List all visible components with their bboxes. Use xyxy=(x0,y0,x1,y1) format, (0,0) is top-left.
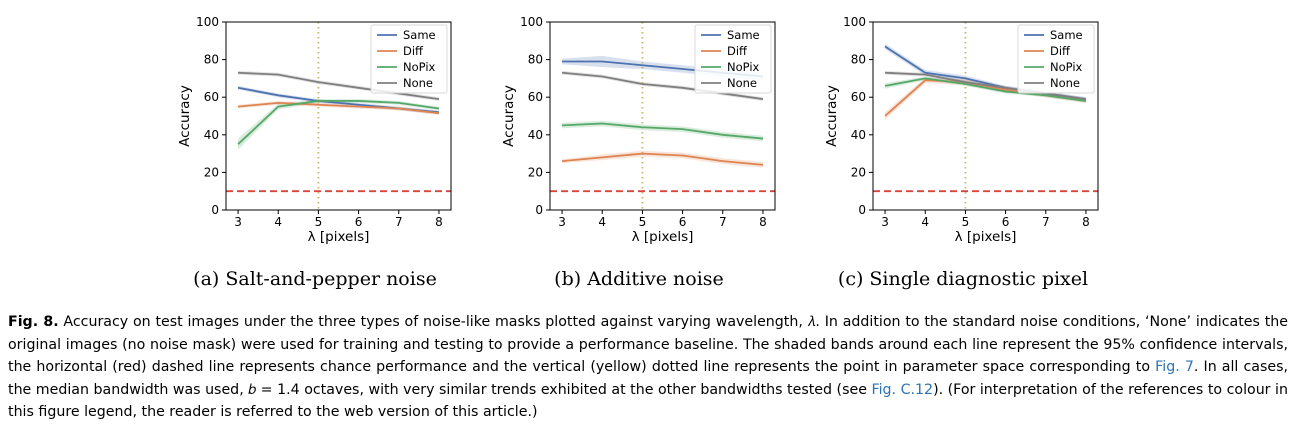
ci-band-nopix xyxy=(238,99,439,150)
x-tick-label: 3 xyxy=(558,215,566,229)
x-axis-label: λ [pixels] xyxy=(955,229,1017,245)
ci-band-nopix xyxy=(562,120,763,142)
subcaption-a: (a) Salt-and-pepper noise xyxy=(193,268,437,290)
appendix-figure-ref-link[interactable]: Fig. C.12 xyxy=(871,381,934,398)
x-tick-label: 6 xyxy=(679,215,687,229)
series-line-none xyxy=(885,71,1087,100)
y-tick-label: 80 xyxy=(528,53,543,67)
legend-label-same: Same xyxy=(403,28,436,42)
y-tick-label: 100 xyxy=(843,15,866,29)
y-tick-label: 40 xyxy=(851,128,866,142)
x-tick-label: 4 xyxy=(274,215,282,229)
legend-box xyxy=(694,24,772,94)
legend-label-diff: Diff xyxy=(403,44,424,58)
series-line-nopix xyxy=(562,122,764,140)
y-tick-label: 60 xyxy=(204,90,219,104)
plot-frame xyxy=(225,21,452,211)
x-tick-label: 7 xyxy=(719,215,727,229)
y-tick-label: 100 xyxy=(196,15,219,29)
x-tick-label: 8 xyxy=(1082,215,1090,229)
ci-band-diff xyxy=(562,150,763,168)
legend-label-same: Same xyxy=(727,28,760,42)
x-tick-label: 8 xyxy=(759,215,767,229)
caption-text-2: . In all cases, the median bandwidth was… xyxy=(8,359,1289,398)
legend-label-diff: Diff xyxy=(727,44,748,58)
y-tick-label: 60 xyxy=(528,90,543,104)
y-tick-label: 80 xyxy=(204,53,219,67)
legend-label-same: Same xyxy=(1050,28,1083,42)
x-tick-label: 4 xyxy=(598,215,606,229)
series-line-none xyxy=(238,71,440,100)
x-tick-label: 6 xyxy=(355,215,363,229)
series-line-nopix xyxy=(237,100,440,145)
figure-ref-link[interactable]: Fig. 7 xyxy=(1155,359,1194,375)
legend-label-none: None xyxy=(1050,76,1080,90)
figure-label: Fig. 8. xyxy=(8,314,59,330)
y-tick-label: 100 xyxy=(520,15,543,29)
x-tick-label: 7 xyxy=(1042,215,1050,229)
series-line-diff xyxy=(237,101,440,115)
y-axis-label: Accuracy xyxy=(177,85,193,147)
y-tick-label: 20 xyxy=(851,165,866,179)
y-tick-label: 0 xyxy=(211,203,219,217)
legend-label-nopix: NoPix xyxy=(1050,60,1083,74)
series-line-none xyxy=(561,71,764,100)
caption-text-3: ). (For interpretation of the references… xyxy=(8,381,1288,421)
x-tick-label: 5 xyxy=(639,215,647,229)
x-tick-label: 5 xyxy=(315,215,323,229)
x-axis-label: λ [pixels] xyxy=(632,229,694,245)
legend-label-none: None xyxy=(403,76,433,90)
y-tick-label: 40 xyxy=(204,128,219,142)
y-tick-label: 40 xyxy=(528,128,543,142)
x-tick-label: 6 xyxy=(1002,215,1010,229)
ci-band-nopix xyxy=(885,76,1086,103)
y-axis-label: Accuracy xyxy=(824,85,840,147)
x-tick-label: 3 xyxy=(234,215,242,229)
y-tick-label: 20 xyxy=(204,165,219,179)
legend-label-diff: Diff xyxy=(1050,44,1071,58)
legend-box xyxy=(370,24,448,94)
legend-label-nopix: NoPix xyxy=(403,60,436,74)
x-tick-label: 8 xyxy=(435,215,443,229)
y-axis-label: Accuracy xyxy=(501,85,517,147)
y-tick-label: 20 xyxy=(528,165,543,179)
figure-caption: Fig. 8. Accuracy on test images under th… xyxy=(8,311,1288,424)
x-tick-label: 5 xyxy=(962,215,970,229)
x-axis-label: λ [pixels] xyxy=(308,229,370,245)
plot-frame xyxy=(549,21,776,211)
subcaption-b: (b) Additive noise xyxy=(554,268,724,290)
x-tick-label: 3 xyxy=(881,215,889,229)
x-tick-label: 7 xyxy=(395,215,403,229)
y-tick-label: 60 xyxy=(851,90,866,104)
y-tick-label: 0 xyxy=(858,203,866,217)
legend-label-none: None xyxy=(727,76,757,90)
y-tick-label: 0 xyxy=(535,203,543,217)
series-line-nopix xyxy=(884,77,1087,102)
plot-frame xyxy=(872,21,1099,211)
legend-box xyxy=(1017,24,1095,94)
x-tick-label: 4 xyxy=(921,215,929,229)
y-tick-label: 80 xyxy=(851,53,866,67)
legend-label-nopix: NoPix xyxy=(727,60,760,74)
subcaption-c: (c) Single diagnostic pixel xyxy=(837,268,1089,290)
series-line-diff xyxy=(561,152,764,166)
caption-text-1: Accuracy on test images under the three … xyxy=(8,314,1288,375)
